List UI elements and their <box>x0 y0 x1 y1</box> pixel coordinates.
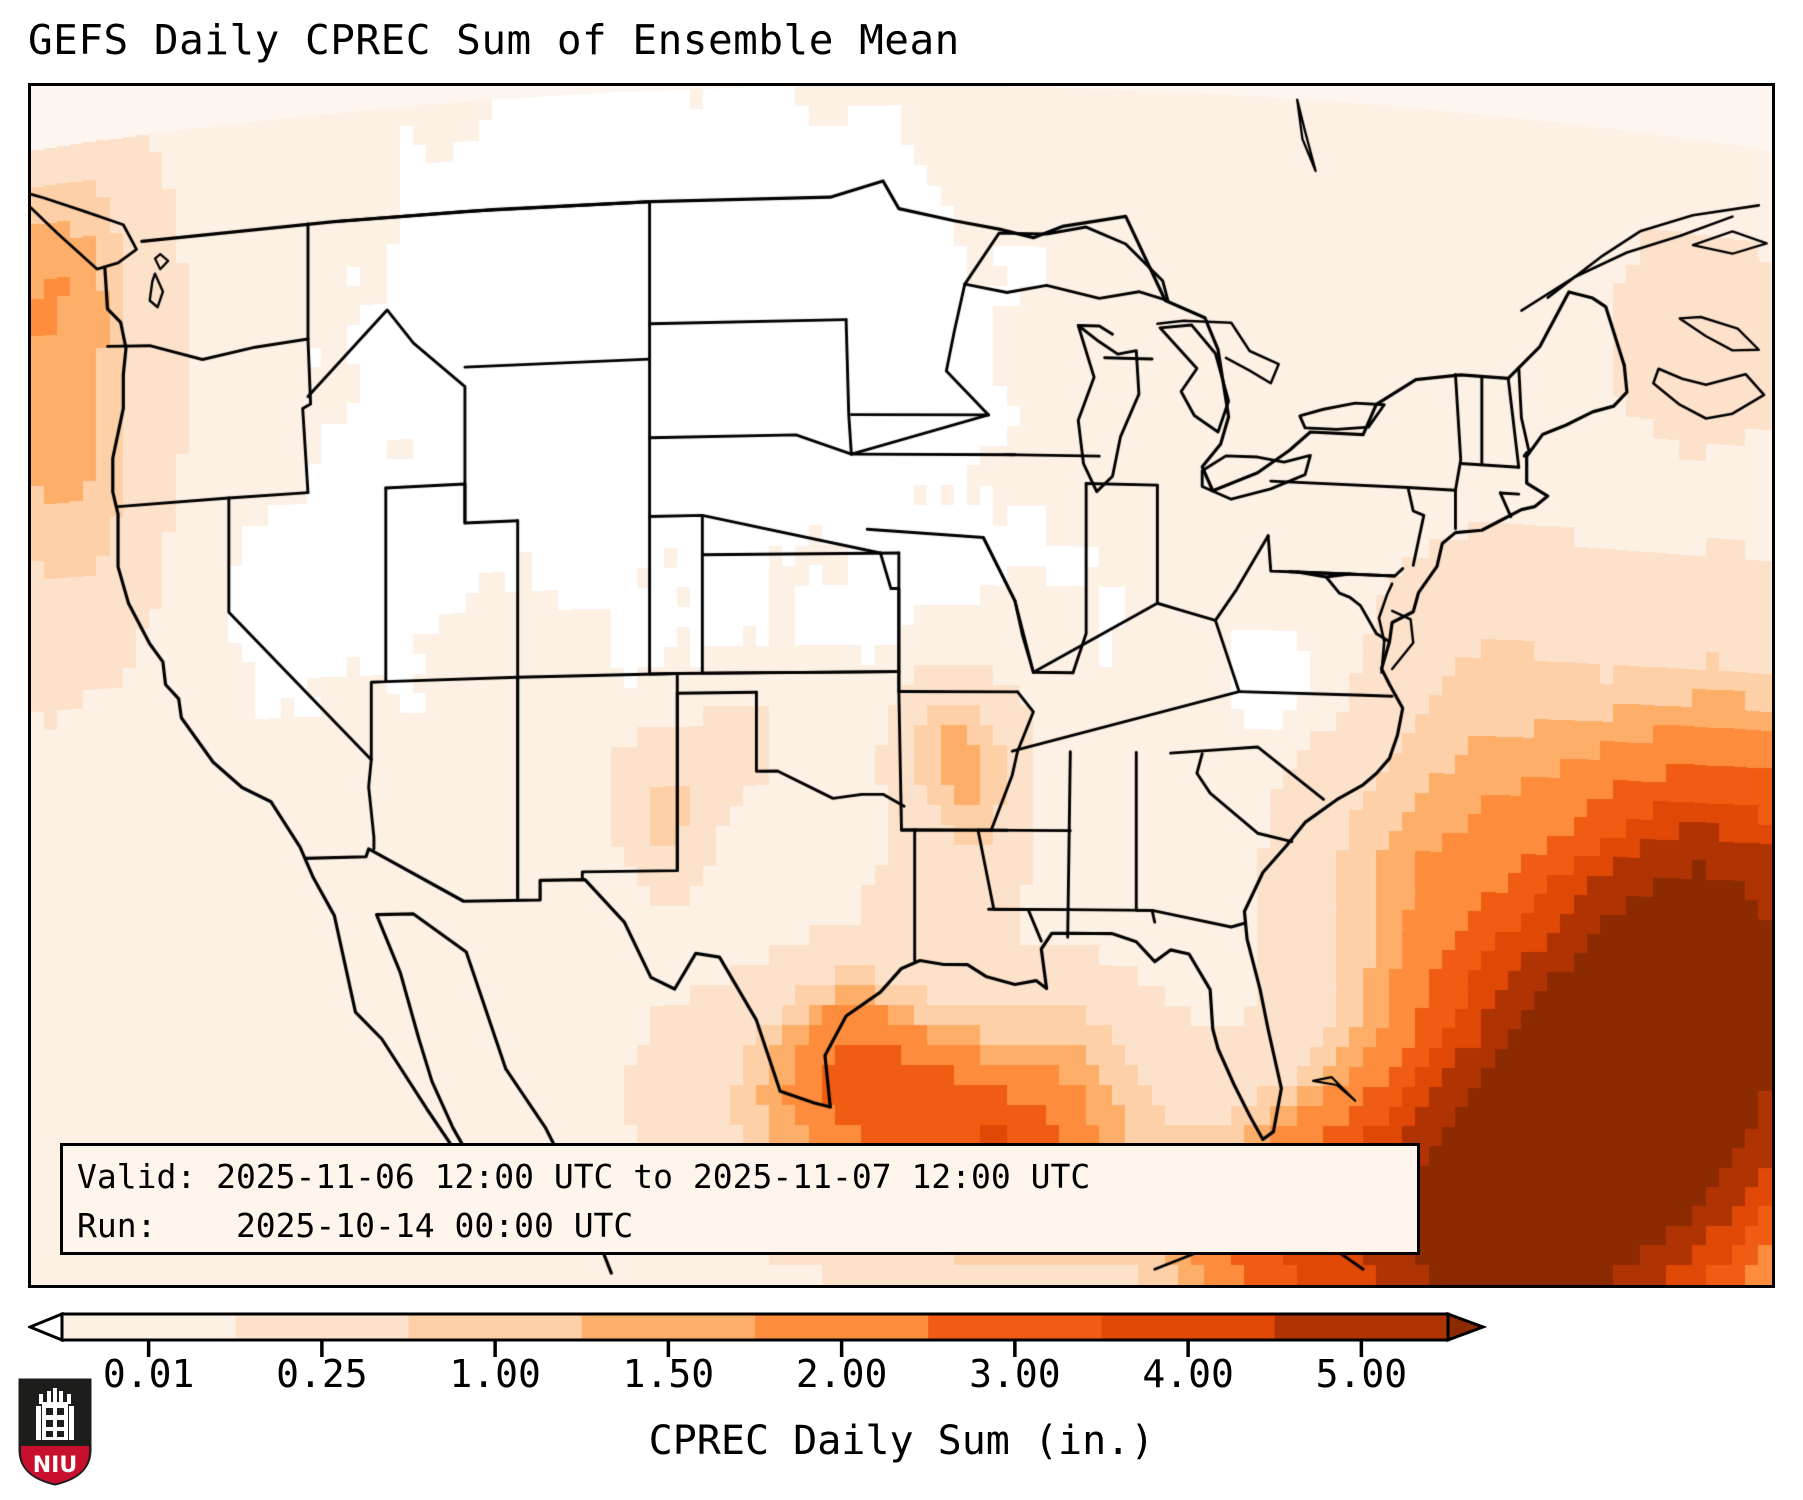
valid-time-text: Valid: 2025-11-06 12:00 UTC to 2025-11-0… <box>77 1157 1091 1196</box>
colorbar-under-arrow <box>28 1311 64 1343</box>
niu-logo-svg: NIU <box>18 1378 92 1486</box>
precipitation-heatmap <box>31 86 1772 1285</box>
colorbar-band <box>755 1314 929 1340</box>
colorbar-tick-label: 1.00 <box>449 1352 541 1396</box>
colorbar-tick-label: 0.01 <box>102 1352 195 1396</box>
colorbar-band <box>1101 1314 1276 1340</box>
run-time-text: Run: 2025-10-14 00:00 UTC <box>77 1206 634 1245</box>
colorbar-tick-labels: 0.01 0.25 1.00 1.50 2.00 3.00 4.00 5.00 <box>0 1352 1803 1404</box>
colorbar-band <box>1274 1314 1449 1340</box>
figure-title: GEFS Daily CPREC Sum of Ensemble Mean <box>28 16 960 64</box>
colorbar-band <box>928 1314 1103 1340</box>
colorbar-tick-label: 5.00 <box>1315 1352 1408 1396</box>
colorbar-band <box>62 1314 236 1340</box>
colorbar-svg <box>28 1311 1488 1357</box>
colorbar-tick-label: 3.00 <box>969 1352 1061 1396</box>
colorbar-band <box>581 1314 756 1340</box>
colorbar-over-arrow <box>1446 1311 1488 1343</box>
colorbar-tick-label: 4.00 <box>1142 1352 1234 1396</box>
colorbar-tick-label: 0.25 <box>276 1352 368 1396</box>
colorbar-tick-label: 2.00 <box>795 1352 888 1396</box>
colorbar-outline <box>60 1312 1450 1342</box>
map-panel[interactable] <box>28 83 1775 1288</box>
colorbar-band <box>408 1314 583 1340</box>
niu-logo-text: NIU <box>33 1453 77 1478</box>
colorbar <box>28 1299 1775 1359</box>
colorbar-tick-label: 1.50 <box>622 1352 715 1396</box>
metadata-box: Valid: 2025-11-06 12:00 UTC to 2025-11-0… <box>60 1143 1420 1255</box>
colorbar-band <box>235 1314 410 1340</box>
niu-logo: NIU <box>16 1376 94 1488</box>
colorbar-axis-label: CPREC Daily Sum (in.) <box>648 1418 1155 1464</box>
